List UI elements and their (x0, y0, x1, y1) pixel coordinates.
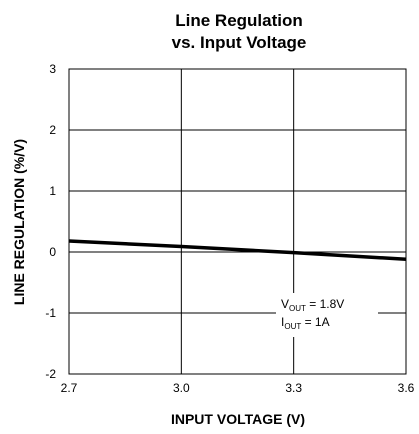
x-tick-label-1: 3.0 (173, 381, 190, 395)
x-tick-labels: 2.7 3.0 3.3 3.6 (61, 381, 415, 395)
y-tick-label-2: 0 (49, 245, 56, 259)
y-tick-label-4: 2 (49, 123, 56, 137)
x-tick-label-0: 2.7 (61, 381, 78, 395)
x-axis-label: INPUT VOLTAGE (V) (171, 411, 305, 427)
y-axis-label: LINE REGULATION (%/V) (11, 139, 27, 305)
y-tick-label-3: 1 (49, 184, 56, 198)
y-tick-label-0: -2 (45, 367, 56, 381)
series-line (68, 239, 407, 262)
y-tick-labels: -2 -1 0 1 2 3 (45, 62, 56, 381)
annotation-iout: IOUT = 1A (281, 315, 330, 331)
x-tick-label-2: 3.3 (285, 381, 302, 395)
chart-title-line2: vs. Input Voltage (171, 33, 307, 52)
annotation-vout: VOUT = 1.8V (281, 297, 344, 313)
x-tick-label-3: 3.6 (398, 381, 415, 395)
annotation-background (276, 293, 378, 337)
chart-title-line1: Line Regulation (175, 11, 303, 30)
y-tick-label-1: -1 (45, 306, 56, 320)
plot-frame (68, 68, 407, 375)
y-tick-label-5: 3 (49, 62, 56, 76)
